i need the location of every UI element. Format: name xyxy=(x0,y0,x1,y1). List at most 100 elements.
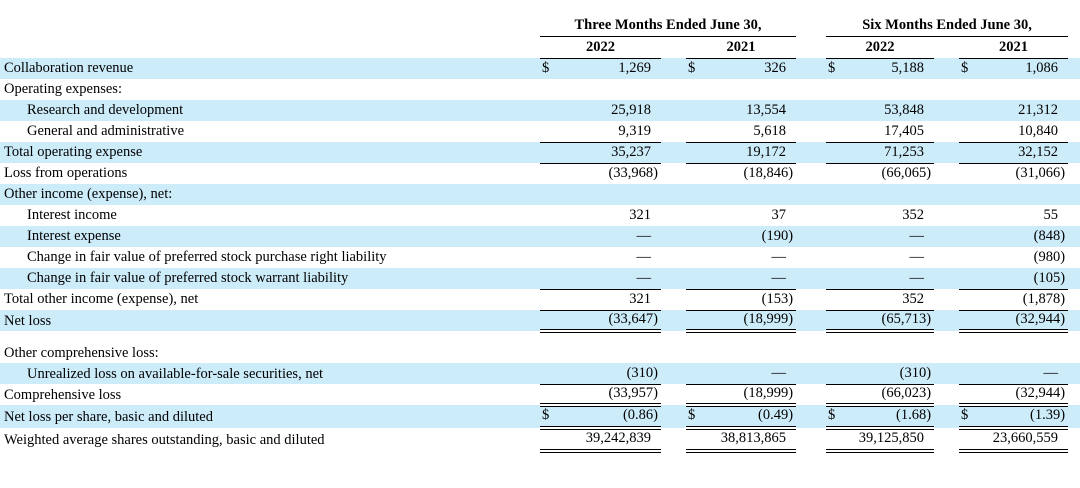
table-row: Total other income (expense), net 321 (153… xyxy=(0,289,1080,311)
currency-symbol xyxy=(686,384,704,408)
row-right-pad xyxy=(1068,163,1080,184)
row-right-pad xyxy=(1068,100,1080,121)
table-row: Weighted average shares outstanding, bas… xyxy=(0,428,1080,453)
value-cell: 39,242,839 xyxy=(558,428,661,453)
value-cell: — xyxy=(844,226,935,247)
column-gap xyxy=(796,428,826,451)
header-label-spacer xyxy=(0,36,540,58)
value-cell: (310) xyxy=(558,363,661,385)
currency-symbol xyxy=(959,289,978,311)
column-gap xyxy=(934,205,959,226)
right-pad xyxy=(1068,36,1080,58)
currency-symbol xyxy=(686,342,704,363)
currency-symbol xyxy=(686,428,704,453)
value-cell: 352 xyxy=(844,289,935,311)
group-gap xyxy=(796,36,826,58)
currency-symbol xyxy=(540,384,558,408)
column-gap xyxy=(796,205,826,226)
currency-symbol xyxy=(540,268,558,290)
column-gap xyxy=(934,184,960,205)
currency-symbol xyxy=(540,163,558,184)
currency-symbol: $ xyxy=(686,58,704,79)
table-row: Change in fair value of preferred stock … xyxy=(0,268,1080,290)
currency-symbol xyxy=(540,363,558,385)
header-label-spacer xyxy=(0,10,540,36)
year-header-3m-2021: 2021 xyxy=(686,36,797,59)
currency-symbol xyxy=(826,184,845,205)
column-gap xyxy=(661,226,686,247)
value-cell: 35,237 xyxy=(558,142,661,164)
currency-symbol: $ xyxy=(959,405,978,430)
currency-symbol xyxy=(826,100,845,121)
table-row: Other income (expense), net: xyxy=(0,184,1080,205)
value-cell: (66,065) xyxy=(881,165,932,182)
value-cell: (1.68) xyxy=(844,405,935,430)
currency-symbol xyxy=(540,247,558,268)
value-cell xyxy=(558,79,661,100)
currency-symbol: $ xyxy=(826,58,845,79)
currency-symbol xyxy=(959,121,978,143)
currency-symbol xyxy=(826,342,844,363)
currency-symbol xyxy=(826,226,845,247)
currency-symbol xyxy=(959,268,978,290)
value-cell xyxy=(844,79,934,100)
value-cell: (66,023) xyxy=(844,384,935,408)
currency-symbol xyxy=(826,289,845,311)
value-cell: — xyxy=(771,249,787,266)
value-cell xyxy=(977,184,1069,205)
value-cell xyxy=(558,184,661,205)
value-cell: 71,253 xyxy=(844,142,935,164)
column-gap xyxy=(796,384,826,405)
value-cell xyxy=(977,79,1068,100)
currency-symbol xyxy=(540,142,558,164)
group-gap xyxy=(796,10,826,36)
row-label: Total other income (expense), net xyxy=(4,291,199,308)
row-right-pad xyxy=(1068,310,1080,332)
value-cell: — xyxy=(704,268,797,290)
value-cell xyxy=(844,342,934,363)
column-gap xyxy=(934,384,959,405)
row-label: Other comprehensive loss: xyxy=(4,344,159,361)
value-cell: — xyxy=(636,249,652,266)
currency-symbol xyxy=(686,121,704,143)
currency-symbol xyxy=(959,184,978,205)
value-cell: — xyxy=(844,268,935,290)
value-cell: — xyxy=(977,363,1069,385)
currency-symbol: $ xyxy=(826,405,845,430)
column-gap xyxy=(934,58,960,79)
currency-symbol xyxy=(686,100,704,121)
value-cell xyxy=(704,184,797,205)
column-gap xyxy=(661,163,686,184)
table-body: Collaboration revenue $1,269 $326 $5,188 $1,… xyxy=(0,58,1080,453)
column-gap xyxy=(796,247,826,268)
column-gap xyxy=(796,58,827,79)
value-cell: 5,188 xyxy=(844,58,935,79)
value-cell: (0.86) xyxy=(558,405,661,430)
table-row: Unrealized loss on available-for-sale se… xyxy=(0,363,1080,385)
row-right-pad xyxy=(1068,205,1080,226)
column-gap xyxy=(796,342,826,363)
row-label: Operating expenses: xyxy=(4,81,122,98)
value-cell: (31,066) xyxy=(1015,165,1066,182)
row-label: Total operating expense xyxy=(0,142,540,163)
row-label: Other income (expense), net: xyxy=(0,184,540,205)
row-label: Loss from operations xyxy=(4,165,128,182)
column-gap xyxy=(796,184,827,205)
currency-symbol xyxy=(959,363,978,385)
currency-symbol xyxy=(959,100,978,121)
column-gap xyxy=(796,142,827,163)
value-cell: 13,554 xyxy=(704,100,797,121)
column-gap xyxy=(934,405,960,429)
currency-symbol xyxy=(826,205,844,226)
column-gap xyxy=(934,310,960,332)
column-gap xyxy=(661,363,686,385)
year-header-6m-2022: 2022 xyxy=(826,36,935,59)
value-cell: (33,968) xyxy=(608,165,658,182)
year-header-3m-2022: 2022 xyxy=(540,36,661,59)
column-gap xyxy=(661,79,686,100)
column-gap xyxy=(934,363,960,385)
column-gap xyxy=(796,100,827,121)
value-cell xyxy=(977,342,1068,363)
column-gap xyxy=(934,268,960,289)
value-cell xyxy=(704,342,796,363)
